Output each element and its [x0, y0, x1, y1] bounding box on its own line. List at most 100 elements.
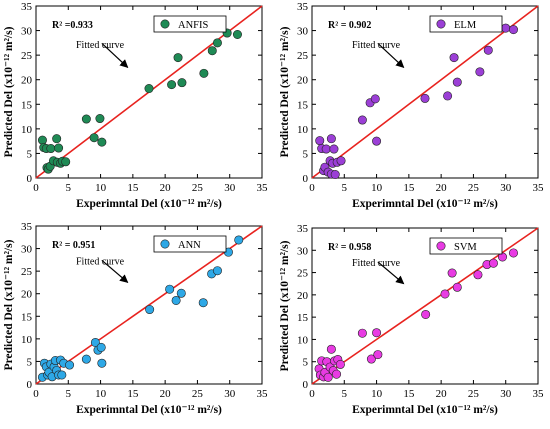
- data-point: [473, 270, 483, 280]
- y-tick-label: 35: [21, 1, 33, 13]
- data-point: [452, 77, 462, 87]
- data-point: [449, 53, 459, 63]
- data-point: [96, 342, 106, 352]
- data-point: [501, 23, 511, 33]
- x-tick-label: 30: [224, 182, 236, 194]
- data-point: [171, 295, 181, 305]
- fitted-curve-arrow: [101, 259, 129, 283]
- y-tick-label: 25: [297, 50, 309, 62]
- y-tick-label: 15: [297, 312, 309, 324]
- y-tick-label: 20: [297, 290, 309, 302]
- r2-label: R² = 0.902: [328, 20, 371, 31]
- x-tick-label: 35: [257, 182, 269, 194]
- fitted-line: [311, 5, 539, 179]
- legend-marker: [436, 241, 446, 251]
- data-point: [176, 288, 186, 298]
- y-tick-label: 20: [21, 289, 33, 301]
- data-point: [321, 144, 331, 154]
- fitted-curve-label: Fitted curve: [76, 40, 125, 51]
- data-point: [329, 144, 339, 154]
- data-point: [370, 94, 380, 104]
- x-tick-label: 30: [500, 182, 512, 194]
- y-tick-label: 35: [21, 221, 33, 233]
- y-tick-label: 0: [303, 379, 309, 391]
- r2-label: R² = 0.958: [328, 242, 371, 253]
- data-point: [357, 115, 367, 125]
- y-axis-label: Predicted Del (x10⁻¹² m²/s): [279, 26, 291, 157]
- legend-label: ANFIS: [178, 20, 209, 31]
- y-tick-label: 25: [297, 268, 309, 280]
- y-tick-label: 5: [303, 357, 309, 369]
- data-point: [326, 134, 336, 144]
- legend-marker: [160, 19, 170, 29]
- x-tick-label: 35: [533, 388, 545, 400]
- y-tick-label: 20: [21, 75, 33, 87]
- data-point: [81, 354, 91, 364]
- data-point: [508, 248, 518, 258]
- x-tick-label: 0: [33, 388, 39, 400]
- chart-panel-2: 0 5 10 15 20 25 30 35 0 5 10 15 20 25 30 35 R² = 0.902 EL…: [279, 1, 544, 210]
- data-point: [366, 354, 376, 364]
- x-tick-label: 10: [371, 388, 383, 400]
- data-point: [234, 235, 244, 245]
- x-tick-label: 25: [192, 182, 204, 194]
- y-tick-label: 15: [21, 311, 33, 323]
- chart-panel-1: 0 5 10 15 20 25 30 35 0 5 10 15 20 25 30 35 R² =0.933 ANF…: [3, 1, 268, 210]
- x-tick-label: 30: [500, 388, 512, 400]
- y-tick-label: 0: [27, 173, 33, 185]
- legend: ANN: [153, 235, 227, 253]
- legend-box: [153, 15, 227, 33]
- data-point: [332, 369, 342, 379]
- y-tick-label: 10: [21, 124, 33, 136]
- data-point: [95, 114, 105, 124]
- y-tick-label: 10: [297, 124, 309, 136]
- y-tick-label: 30: [297, 245, 309, 257]
- x-tick-label: 5: [342, 182, 348, 194]
- y-tick-label: 0: [303, 173, 309, 185]
- y-tick-label: 30: [21, 26, 33, 38]
- x-tick-label: 15: [127, 388, 139, 400]
- data-point: [443, 91, 453, 101]
- data-point: [212, 266, 222, 276]
- fitted-curve-arrow: [377, 42, 405, 69]
- data-point: [420, 93, 430, 103]
- legend: ELM: [429, 15, 503, 33]
- data-point: [61, 157, 71, 167]
- data-point: [421, 309, 431, 319]
- x-axis-label: Experimntal Del (x10⁻¹² m²/s): [352, 404, 498, 416]
- data-point: [475, 67, 485, 77]
- legend-box: [429, 15, 503, 33]
- x-tick-label: 20: [436, 388, 448, 400]
- data-point: [173, 53, 183, 63]
- y-tick-label: 5: [27, 356, 33, 368]
- data-point: [54, 143, 64, 153]
- data-point: [81, 114, 91, 124]
- data-point: [372, 328, 382, 338]
- y-tick-label: 35: [297, 223, 309, 235]
- x-tick-label: 20: [436, 182, 448, 194]
- fitted-curve-arrow: [101, 42, 129, 69]
- fitted-curve-label: Fitted curve: [352, 40, 401, 51]
- x-tick-label: 15: [403, 388, 415, 400]
- x-tick-label: 0: [33, 182, 39, 194]
- data-point: [198, 298, 208, 308]
- y-tick-label: 5: [27, 148, 33, 160]
- y-tick-label: 10: [21, 334, 33, 346]
- legend-label: ANN: [178, 240, 201, 251]
- y-tick-label: 15: [297, 99, 309, 111]
- y-tick-label: 25: [21, 50, 33, 62]
- legend-box: [429, 237, 503, 255]
- data-point: [165, 284, 175, 294]
- legend: ANFIS: [153, 15, 227, 33]
- x-tick-label: 10: [371, 182, 383, 194]
- x-axis-label: Experimntal Del (x10⁻¹² m²/s): [76, 404, 222, 416]
- legend-marker: [436, 19, 446, 29]
- x-axis-label: Experimntal Del (x10⁻¹² m²/s): [352, 198, 498, 210]
- x-tick-label: 5: [66, 388, 72, 400]
- y-tick-label: 25: [21, 266, 33, 278]
- legend-box: [153, 235, 227, 253]
- y-axis-label: Predicted Del (x10⁻¹² m²/s): [279, 240, 291, 371]
- data-point: [144, 84, 154, 94]
- fitted-curve-arrow: [377, 261, 405, 285]
